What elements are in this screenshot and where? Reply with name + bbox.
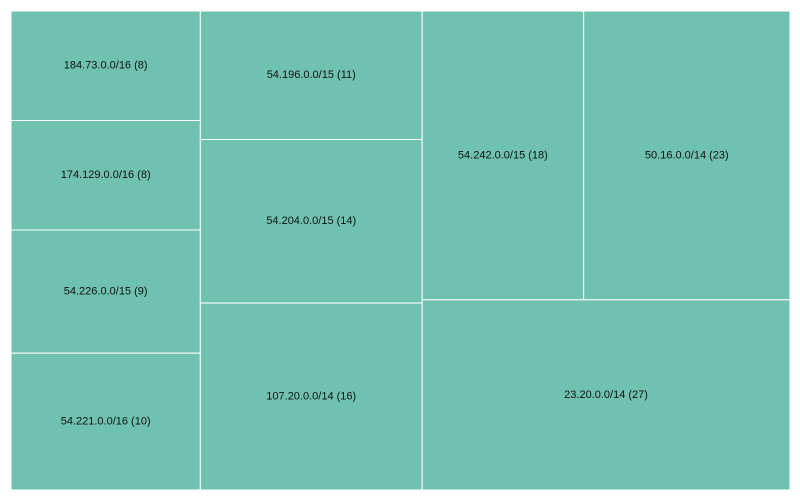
cell-label: 54.226.0.0/15 (9) bbox=[64, 285, 148, 297]
treemap-cell bbox=[199, 302, 423, 491]
treemap-cell bbox=[421, 10, 585, 301]
treemap-cell bbox=[199, 10, 423, 141]
treemap-cell bbox=[10, 229, 201, 354]
cell-label: 54.221.0.0/16 (10) bbox=[61, 415, 151, 427]
treemap-cell bbox=[10, 10, 201, 121]
cell-label: 50.16.0.0/14 (23) bbox=[645, 149, 729, 161]
cell-label: 107.20.0.0/14 (16) bbox=[266, 390, 356, 402]
cell-label: 184.73.0.0/16 (8) bbox=[64, 60, 148, 72]
cell-label: 54.196.0.0/15 (11) bbox=[267, 69, 356, 81]
treemap-cell bbox=[421, 299, 791, 491]
cell-label: 54.242.0.0/15 (18) bbox=[458, 149, 548, 161]
treemap-cell bbox=[10, 119, 201, 231]
treemap-cell bbox=[199, 139, 423, 304]
treemap-cell bbox=[10, 352, 201, 491]
cell-label: 23.20.0.0/14 (27) bbox=[564, 389, 648, 401]
cell-label: 54.204.0.0/15 (14) bbox=[266, 215, 356, 227]
cell-label: 174.129.0.0/16 (8) bbox=[61, 169, 151, 181]
